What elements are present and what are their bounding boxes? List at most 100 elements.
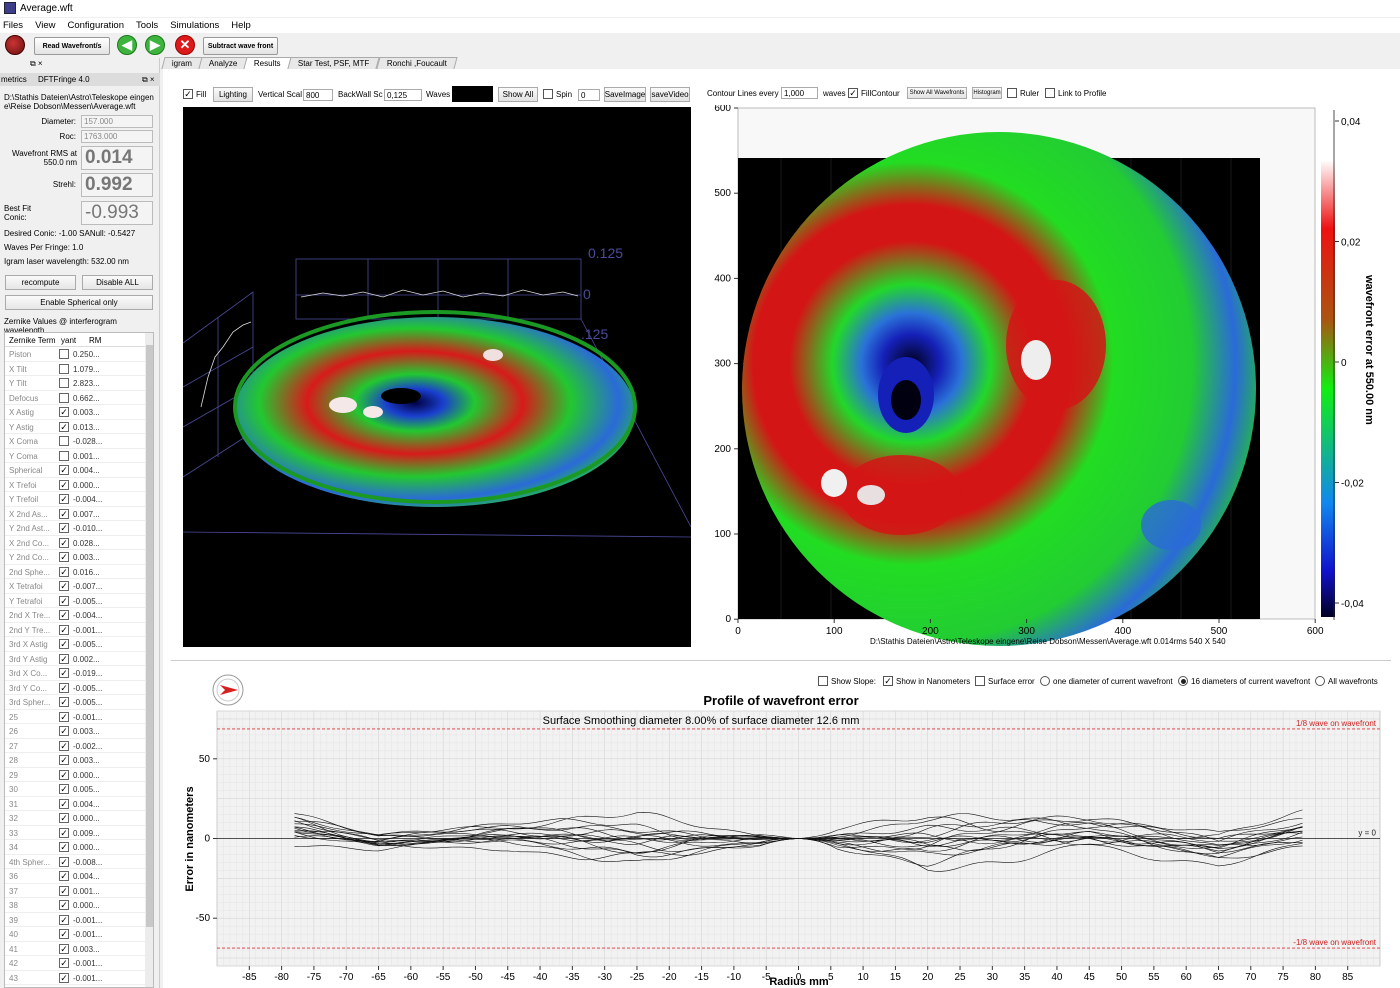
zernike-checkbox[interactable]: ✓ [59,465,69,475]
zernike-checkbox[interactable]: ✓ [59,523,69,533]
recompute-button[interactable]: recompute [5,275,76,290]
zernike-row[interactable]: Y Tilt 2.823... [5,376,145,391]
profile-chart[interactable]: Profile of wavefront error Surface Smoot… [171,689,1391,987]
fill-contour-checkbox[interactable]: ✓ FillContour [848,88,900,98]
surface-error-checkbox[interactable]: Surface error [975,676,1035,686]
zernike-row[interactable]: 43 ✓ -0.001... [5,971,145,985]
zernike-row[interactable]: 2nd X Tre... ✓ -0.004... [5,608,145,623]
zernike-row[interactable]: 33 ✓ 0.009... [5,826,145,840]
zernike-row[interactable]: X Coma -0.028... [5,434,145,449]
menu-help[interactable]: Help [231,20,251,31]
zernike-row[interactable]: X Astig ✓ 0.003... [5,405,145,420]
subtract-wavefront-button[interactable]: Subtract wave front [203,37,278,55]
zernike-row[interactable]: 32 ✓ 0.000... [5,811,145,826]
zernike-row[interactable]: 37 ✓ 0.001... [5,884,145,898]
link-profile-checkbox[interactable]: Link to Profile [1045,88,1106,98]
zernike-row[interactable]: Defocus 0.662... [5,391,145,405]
zernike-checkbox[interactable]: ✓ [59,639,69,649]
zernike-checkbox[interactable]: ✓ [59,595,69,606]
zernike-row[interactable]: Y Coma 0.001... [5,449,145,463]
zernike-checkbox[interactable]: ✓ [59,871,69,881]
surface-3d-view[interactable]: 0.125 0 .125 [183,107,691,647]
zernike-row[interactable]: 3rd Y Astig ✓ 0.002... [5,652,145,666]
zernike-row[interactable]: Y Astig ✓ 0.013... [5,420,145,434]
zernike-checkbox[interactable]: ✓ [59,755,69,765]
compass-icon[interactable] [211,673,245,707]
zernike-row[interactable]: 3rd Y Co... ✓ -0.005... [5,681,145,695]
zernike-checkbox[interactable]: ✓ [59,610,69,620]
diameter-field[interactable]: 157.000 [81,115,153,128]
zernike-row[interactable]: 38 ✓ 0.000... [5,898,145,913]
zernike-checkbox[interactable]: ✓ [59,943,69,954]
lighting-button[interactable]: Lighting [213,87,253,102]
zernike-checkbox[interactable]: ✓ [59,581,69,591]
menu-view[interactable]: View [35,20,56,31]
menu-tools[interactable]: Tools [136,20,159,31]
zernike-row[interactable]: Y Tetrafoi ✓ -0.005... [5,594,145,608]
zernike-row[interactable]: X 2nd As... ✓ 0.007... [5,507,145,521]
zernike-row[interactable]: 34 ✓ 0.000... [5,840,145,855]
zernike-row[interactable]: 36 ✓ 0.004... [5,869,145,884]
ruler-checkbox[interactable]: Ruler [1007,88,1039,98]
zernike-row[interactable]: 27 ✓ -0.002... [5,739,145,753]
panel-float-icon[interactable]: ⧉ × [30,59,43,68]
zernike-checkbox[interactable]: ✓ [59,653,69,664]
tab-analyze[interactable]: Analyze [198,57,249,69]
spin-spinbox[interactable]: 0 [578,89,600,101]
vscale-spinbox[interactable]: 800 [303,89,333,101]
delete-icon[interactable]: ✕ [175,35,195,55]
zernike-checkbox[interactable] [59,450,69,461]
zernike-checkbox[interactable]: ✓ [59,842,69,852]
zernike-checkbox[interactable]: ✓ [59,885,69,896]
zernike-checkbox[interactable]: ✓ [59,827,69,838]
save-image-button[interactable]: SaveImage [604,87,646,102]
menu-configuration[interactable]: Configuration [67,20,124,31]
zernike-checkbox[interactable]: ✓ [59,624,69,635]
zernike-checkbox[interactable]: ✓ [59,929,69,939]
zernike-row[interactable]: Y Trefoil ✓ -0.004... [5,492,145,507]
zernike-checkbox[interactable]: ✓ [59,552,69,562]
menu-simulations[interactable]: Simulations [170,20,220,31]
enable-spherical-button[interactable]: Enable Spherical only [5,295,153,310]
zernike-checkbox[interactable]: ✓ [59,421,69,432]
tab-ronchi[interactable]: Ronchi ,Foucault [375,57,458,69]
zernike-checkbox[interactable]: ✓ [59,972,69,983]
zernike-scrollbar[interactable] [145,333,153,987]
back-arrow-icon[interactable]: ◀ [117,35,137,55]
panel-close-icon[interactable]: ⧉ × [142,75,155,84]
zernike-row[interactable]: 40 ✓ -0.001... [5,927,145,942]
zernike-checkbox[interactable]: ✓ [59,479,69,490]
tab-results[interactable]: Results [243,57,292,69]
mirror-icon[interactable] [5,35,25,55]
zernike-row[interactable]: 3rd X Co... ✓ -0.019... [5,666,145,681]
waves-color-swatch[interactable] [452,86,493,102]
zernike-row[interactable]: 31 ✓ 0.004... [5,797,145,811]
tab-igram[interactable]: igram [161,57,203,69]
disable-all-button[interactable]: Disable ALL [82,275,153,290]
zernike-row[interactable]: Y 2nd Co... ✓ 0.003... [5,550,145,565]
zernike-row[interactable]: Y 2nd Ast... ✓ -0.010... [5,521,145,536]
zernike-row[interactable]: X Tetrafoi ✓ -0.007... [5,579,145,594]
show-all-button[interactable]: Show All [498,87,538,102]
tab-star-test[interactable]: Star Test, PSF, MTF [287,57,381,69]
zernike-row[interactable]: Spherical ✓ 0.004... [5,463,145,478]
zernike-row[interactable]: 2nd Y Tre... ✓ -0.001... [5,623,145,637]
spin-checkbox[interactable]: Spin [543,89,572,99]
zernike-row[interactable]: 29 ✓ 0.000... [5,768,145,782]
zernike-checkbox[interactable]: ✓ [59,711,69,722]
zernike-checkbox[interactable]: ✓ [59,697,69,707]
zernike-row[interactable]: 28 ✓ 0.003... [5,753,145,768]
zernike-row[interactable]: X Trefoi ✓ 0.000... [5,478,145,492]
histogram-button[interactable]: Histogram [972,87,1002,99]
show-all-wavefronts-button[interactable]: Show All Wavefronts [907,87,967,99]
zernike-checkbox[interactable]: ✓ [59,508,69,519]
sixteen-diameters-radio[interactable]: 16 diameters of current wavefront [1178,676,1310,686]
roc-field[interactable]: 1763.000 [81,130,153,143]
zernike-checkbox[interactable] [59,392,69,403]
zernike-checkbox[interactable]: ✓ [59,668,69,678]
all-wavefronts-radio[interactable]: All wavefronts [1315,676,1378,686]
zernike-checkbox[interactable]: ✓ [59,740,69,751]
zernike-row[interactable]: Piston 0.250... [5,347,145,362]
zernike-checkbox[interactable]: ✓ [59,798,69,809]
